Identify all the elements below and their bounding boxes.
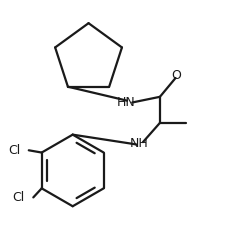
Text: HN: HN	[117, 96, 135, 109]
Text: Cl: Cl	[8, 144, 20, 157]
Text: Cl: Cl	[13, 191, 25, 204]
Text: O: O	[171, 69, 181, 82]
Text: NH: NH	[130, 137, 149, 150]
